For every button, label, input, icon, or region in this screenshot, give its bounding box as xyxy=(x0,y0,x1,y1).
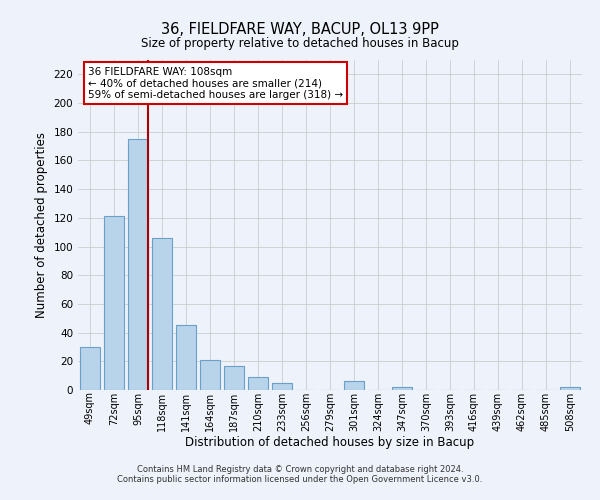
X-axis label: Distribution of detached houses by size in Bacup: Distribution of detached houses by size … xyxy=(185,436,475,450)
Text: 36 FIELDFARE WAY: 108sqm
← 40% of detached houses are smaller (214)
59% of semi-: 36 FIELDFARE WAY: 108sqm ← 40% of detach… xyxy=(88,66,343,100)
Bar xyxy=(272,383,292,390)
Bar xyxy=(248,377,268,390)
Bar xyxy=(392,387,412,390)
Bar xyxy=(560,387,580,390)
Bar xyxy=(200,360,220,390)
Bar xyxy=(176,326,196,390)
Bar xyxy=(152,238,172,390)
Text: Contains public sector information licensed under the Open Government Licence v3: Contains public sector information licen… xyxy=(118,476,482,484)
Y-axis label: Number of detached properties: Number of detached properties xyxy=(35,132,48,318)
Bar xyxy=(224,366,244,390)
Text: 36, FIELDFARE WAY, BACUP, OL13 9PP: 36, FIELDFARE WAY, BACUP, OL13 9PP xyxy=(161,22,439,38)
Text: Size of property relative to detached houses in Bacup: Size of property relative to detached ho… xyxy=(141,38,459,51)
Bar xyxy=(80,347,100,390)
Bar xyxy=(128,139,148,390)
Bar xyxy=(104,216,124,390)
Text: Contains HM Land Registry data © Crown copyright and database right 2024.: Contains HM Land Registry data © Crown c… xyxy=(137,466,463,474)
Bar xyxy=(344,382,364,390)
